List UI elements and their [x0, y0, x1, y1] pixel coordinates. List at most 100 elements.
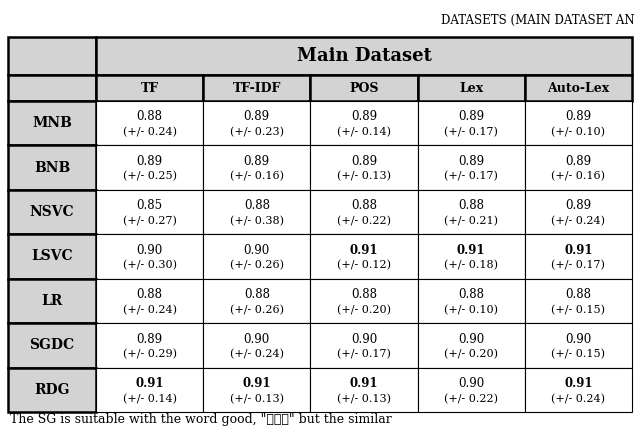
Text: LR: LR: [42, 294, 63, 308]
Bar: [418, 368, 525, 412]
Text: 0.88: 0.88: [136, 110, 163, 123]
Bar: [418, 323, 525, 368]
Bar: [310, 279, 417, 323]
Bar: [418, 234, 525, 279]
Text: 0.89: 0.89: [565, 199, 591, 212]
Bar: [96, 101, 204, 145]
Bar: [96, 190, 204, 234]
Text: 0.89: 0.89: [351, 155, 377, 168]
Text: (+/- 0.17): (+/- 0.17): [552, 260, 605, 271]
Bar: [310, 75, 417, 101]
Text: (+/- 0.26): (+/- 0.26): [230, 305, 284, 315]
Text: 0.88: 0.88: [351, 199, 377, 212]
Bar: [204, 323, 310, 368]
Bar: [418, 279, 525, 323]
Text: 0.90: 0.90: [244, 333, 270, 346]
Text: 0.88: 0.88: [565, 288, 591, 301]
Text: Lex: Lex: [459, 81, 483, 95]
Text: (+/- 0.14): (+/- 0.14): [123, 393, 177, 404]
Bar: [96, 279, 204, 323]
Text: SGDC: SGDC: [29, 339, 75, 352]
Text: Main Dataset: Main Dataset: [296, 47, 431, 65]
Bar: [204, 368, 310, 412]
Bar: [310, 234, 417, 279]
Bar: [525, 323, 632, 368]
Bar: [96, 368, 204, 412]
Bar: [96, 37, 632, 75]
Bar: [310, 145, 417, 190]
Text: (+/- 0.24): (+/- 0.24): [230, 349, 284, 359]
Text: BNB: BNB: [34, 160, 70, 175]
Text: (+/- 0.12): (+/- 0.12): [337, 260, 391, 271]
Text: 0.89: 0.89: [136, 155, 163, 168]
Text: (+/- 0.16): (+/- 0.16): [552, 171, 605, 182]
Text: 0.88: 0.88: [458, 288, 484, 301]
Bar: [96, 145, 204, 190]
Text: 0.89: 0.89: [244, 110, 270, 123]
Text: (+/- 0.24): (+/- 0.24): [123, 305, 177, 315]
Text: 0.91: 0.91: [349, 377, 378, 390]
Bar: [204, 145, 310, 190]
Text: 0.89: 0.89: [565, 110, 591, 123]
Text: (+/- 0.26): (+/- 0.26): [230, 260, 284, 271]
Text: 0.88: 0.88: [458, 199, 484, 212]
Bar: [8, 145, 96, 190]
Bar: [204, 190, 310, 234]
Text: 0.90: 0.90: [458, 377, 484, 390]
Bar: [8, 323, 96, 368]
Text: 0.90: 0.90: [351, 333, 377, 346]
Text: (+/- 0.13): (+/- 0.13): [337, 171, 391, 182]
Text: (+/- 0.21): (+/- 0.21): [444, 216, 498, 226]
Bar: [525, 234, 632, 279]
Text: 0.88: 0.88: [351, 288, 377, 301]
Text: (+/- 0.17): (+/- 0.17): [444, 171, 498, 182]
Text: (+/- 0.29): (+/- 0.29): [123, 349, 177, 359]
Bar: [204, 75, 310, 101]
Text: (+/- 0.15): (+/- 0.15): [552, 305, 605, 315]
Bar: [418, 145, 525, 190]
Text: (+/- 0.16): (+/- 0.16): [230, 171, 284, 182]
Text: LSVC: LSVC: [31, 249, 73, 263]
Text: The SG is suitable with the word good, "جيد" but the similar: The SG is suitable with the word good, "…: [10, 414, 392, 427]
Bar: [8, 279, 96, 323]
Text: (+/- 0.13): (+/- 0.13): [230, 393, 284, 404]
Text: (+/- 0.14): (+/- 0.14): [337, 127, 391, 137]
Text: 0.90: 0.90: [458, 333, 484, 346]
Text: 0.91: 0.91: [243, 377, 271, 390]
Text: RDG: RDG: [35, 383, 70, 397]
Text: POS: POS: [349, 81, 379, 95]
Text: (+/- 0.17): (+/- 0.17): [337, 349, 391, 359]
Text: 0.88: 0.88: [136, 288, 163, 301]
Text: (+/- 0.38): (+/- 0.38): [230, 216, 284, 226]
Bar: [8, 234, 96, 279]
Text: (+/- 0.10): (+/- 0.10): [552, 127, 605, 137]
Text: TF-IDF: TF-IDF: [232, 81, 281, 95]
Bar: [8, 190, 96, 234]
Text: 0.91: 0.91: [135, 377, 164, 390]
Bar: [8, 101, 96, 145]
Bar: [525, 145, 632, 190]
Bar: [96, 75, 204, 101]
Bar: [525, 101, 632, 145]
Text: 0.91: 0.91: [564, 244, 593, 257]
Bar: [525, 368, 632, 412]
Bar: [525, 190, 632, 234]
Text: DATASETS (MAIN DATASET AN: DATASETS (MAIN DATASET AN: [442, 14, 635, 27]
Text: (+/- 0.27): (+/- 0.27): [123, 216, 177, 226]
Text: 0.88: 0.88: [244, 199, 270, 212]
Bar: [418, 190, 525, 234]
Text: TF: TF: [141, 81, 159, 95]
Text: 0.89: 0.89: [458, 155, 484, 168]
Text: (+/- 0.24): (+/- 0.24): [123, 127, 177, 137]
Text: (+/- 0.23): (+/- 0.23): [230, 127, 284, 137]
Bar: [8, 75, 96, 101]
Bar: [525, 279, 632, 323]
Bar: [310, 101, 417, 145]
Text: 0.89: 0.89: [458, 110, 484, 123]
Bar: [418, 75, 525, 101]
Text: MNB: MNB: [32, 116, 72, 130]
Text: (+/- 0.10): (+/- 0.10): [444, 305, 498, 315]
Text: (+/- 0.20): (+/- 0.20): [444, 349, 498, 359]
Text: Auto-Lex: Auto-Lex: [547, 81, 609, 95]
Text: 0.88: 0.88: [244, 288, 270, 301]
